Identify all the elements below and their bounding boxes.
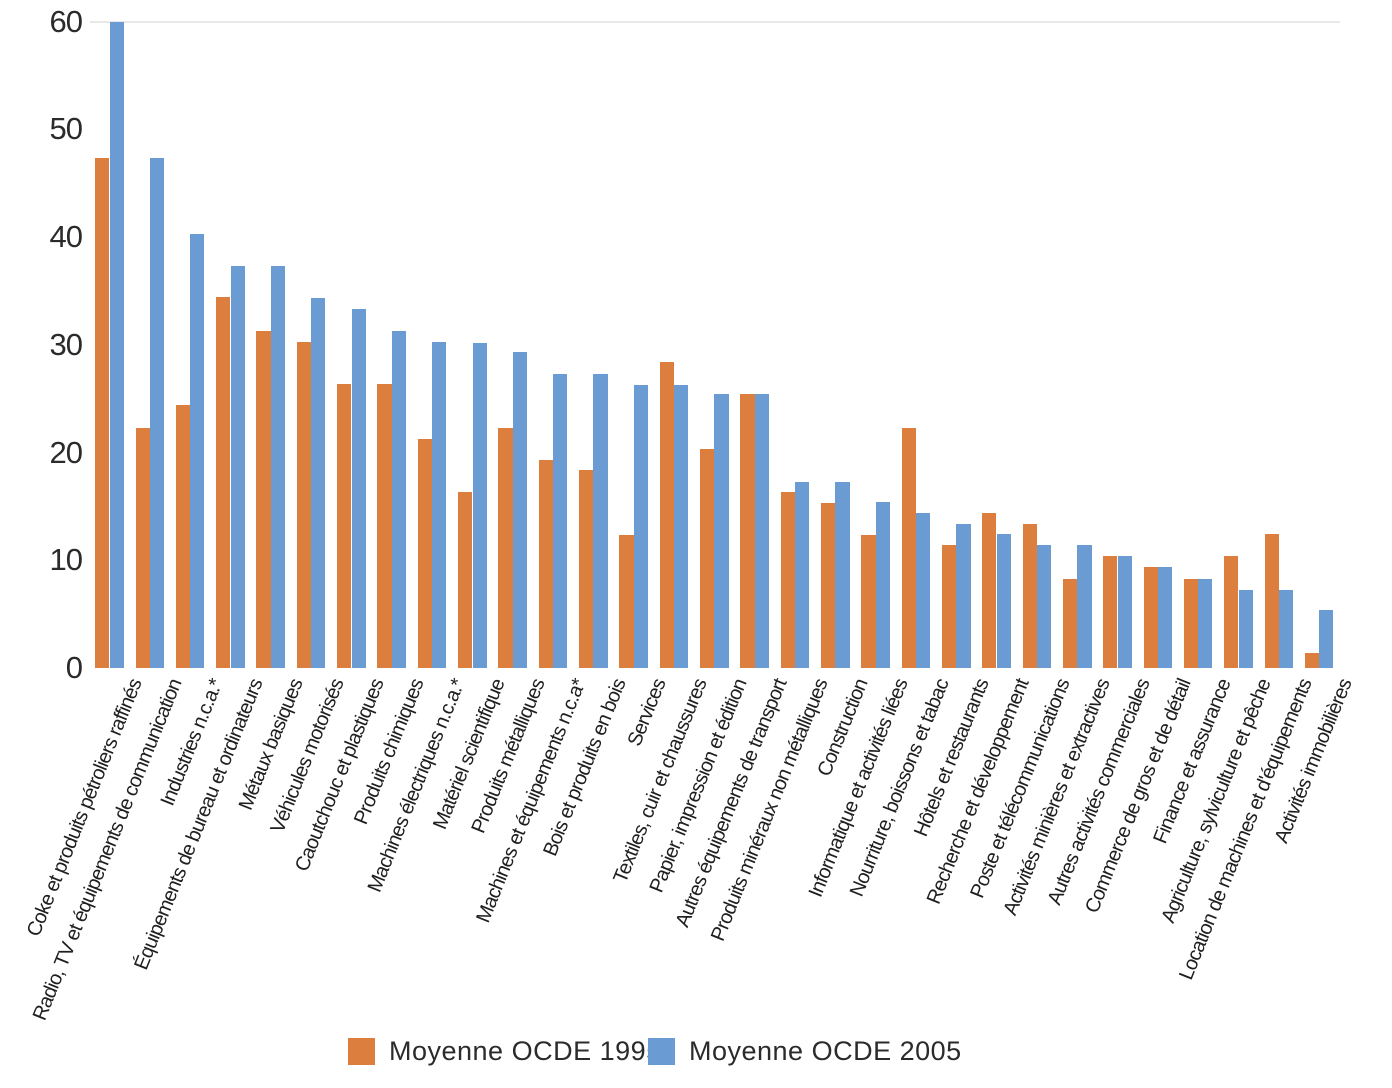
bar-2005-8 bbox=[391, 330, 407, 668]
bar-1995-26 bbox=[1103, 555, 1118, 668]
bar-1995-1 bbox=[95, 158, 110, 668]
bar-2005-7 bbox=[351, 309, 366, 668]
bar-2005-6 bbox=[311, 298, 326, 668]
bar-2005-11 bbox=[512, 352, 527, 668]
bar-1995-13 bbox=[579, 469, 594, 668]
bar-1995-17 bbox=[740, 394, 755, 668]
bar-1995-6 bbox=[296, 341, 311, 668]
bar-1995-29 bbox=[1224, 555, 1239, 668]
legend-item-2005: Moyenne OCDE 2005 bbox=[648, 1036, 962, 1067]
legend-swatch-1995-icon bbox=[348, 1038, 375, 1065]
bar-1995-14 bbox=[619, 535, 634, 668]
bar-1995-11 bbox=[498, 427, 513, 668]
bar-2005-14 bbox=[633, 384, 648, 668]
bar-2005-29 bbox=[1238, 590, 1253, 668]
bar-2005-4 bbox=[230, 266, 245, 668]
bar-1995-3 bbox=[175, 405, 191, 668]
bar-2005-12 bbox=[553, 373, 568, 668]
bar-2005-23 bbox=[996, 534, 1011, 668]
legend-swatch-2005-icon bbox=[648, 1038, 675, 1065]
bar-1995-18 bbox=[780, 492, 795, 668]
y-tick-60: 60 bbox=[49, 3, 83, 39]
bar-1995-16 bbox=[700, 449, 715, 668]
bar-1995-25 bbox=[1062, 578, 1078, 668]
bar-1995-20 bbox=[861, 535, 876, 668]
gridline-60 bbox=[90, 20, 1340, 23]
y-tick-20: 20 bbox=[49, 434, 83, 470]
bar-1995-8 bbox=[377, 383, 392, 668]
bar-2005-28 bbox=[1198, 578, 1213, 668]
bar-2005-22 bbox=[956, 523, 971, 668]
legend-label-2005: Moyenne OCDE 2005 bbox=[689, 1036, 962, 1066]
bar-2005-10 bbox=[472, 342, 487, 668]
bar-2005-20 bbox=[875, 502, 890, 668]
bar-1995-4 bbox=[216, 297, 231, 668]
bar-1995-10 bbox=[458, 492, 473, 668]
y-tick-50: 50 bbox=[49, 111, 83, 147]
bar-1995-21 bbox=[901, 427, 916, 668]
bar-1995-22 bbox=[941, 545, 957, 668]
bar-2005-2 bbox=[149, 158, 165, 668]
y-tick-40: 40 bbox=[49, 219, 83, 255]
bar-2005-30 bbox=[1278, 590, 1294, 668]
legend-item-1995: Moyenne OCDE 1995 bbox=[348, 1036, 662, 1067]
legend-label-1995: Moyenne OCDE 1995 bbox=[389, 1036, 662, 1066]
bar-2005-18 bbox=[795, 481, 810, 668]
bar-2005-1 bbox=[109, 21, 124, 668]
bar-1995-5 bbox=[256, 330, 271, 668]
bar-1995-23 bbox=[982, 512, 997, 668]
bar-2005-16 bbox=[714, 394, 729, 668]
bar-2005-13 bbox=[593, 373, 608, 668]
bar-1995-28 bbox=[1183, 578, 1199, 668]
bar-2005-24 bbox=[1037, 545, 1052, 668]
bar-2005-31 bbox=[1319, 609, 1334, 668]
bar-2005-27 bbox=[1157, 566, 1173, 668]
bar-1995-15 bbox=[659, 362, 674, 668]
legend: Moyenne OCDE 1995 Moyenne OCDE 2005 bbox=[0, 1032, 1392, 1072]
bar-2005-26 bbox=[1117, 555, 1132, 668]
bar-1995-30 bbox=[1264, 534, 1279, 668]
bar-1995-19 bbox=[821, 503, 836, 668]
bar-2005-15 bbox=[674, 384, 689, 668]
bar-2005-19 bbox=[835, 481, 850, 668]
bar-2005-9 bbox=[432, 341, 447, 668]
bar-2005-5 bbox=[270, 266, 286, 668]
y-tick-30: 30 bbox=[49, 326, 83, 362]
bar-2005-25 bbox=[1077, 545, 1092, 668]
bar-1995-7 bbox=[337, 383, 352, 668]
bar-1995-12 bbox=[538, 460, 553, 668]
bar-2005-3 bbox=[190, 233, 205, 668]
bar-1995-24 bbox=[1022, 523, 1037, 668]
y-tick-0: 0 bbox=[65, 650, 83, 685]
bar-1995-27 bbox=[1143, 566, 1158, 668]
y-tick-10: 10 bbox=[49, 542, 83, 578]
bar-2005-17 bbox=[754, 394, 769, 668]
bar-2005-21 bbox=[916, 512, 931, 668]
bar-1995-2 bbox=[135, 427, 150, 668]
bar-1995-9 bbox=[417, 438, 432, 668]
bar-1995-31 bbox=[1304, 652, 1320, 668]
